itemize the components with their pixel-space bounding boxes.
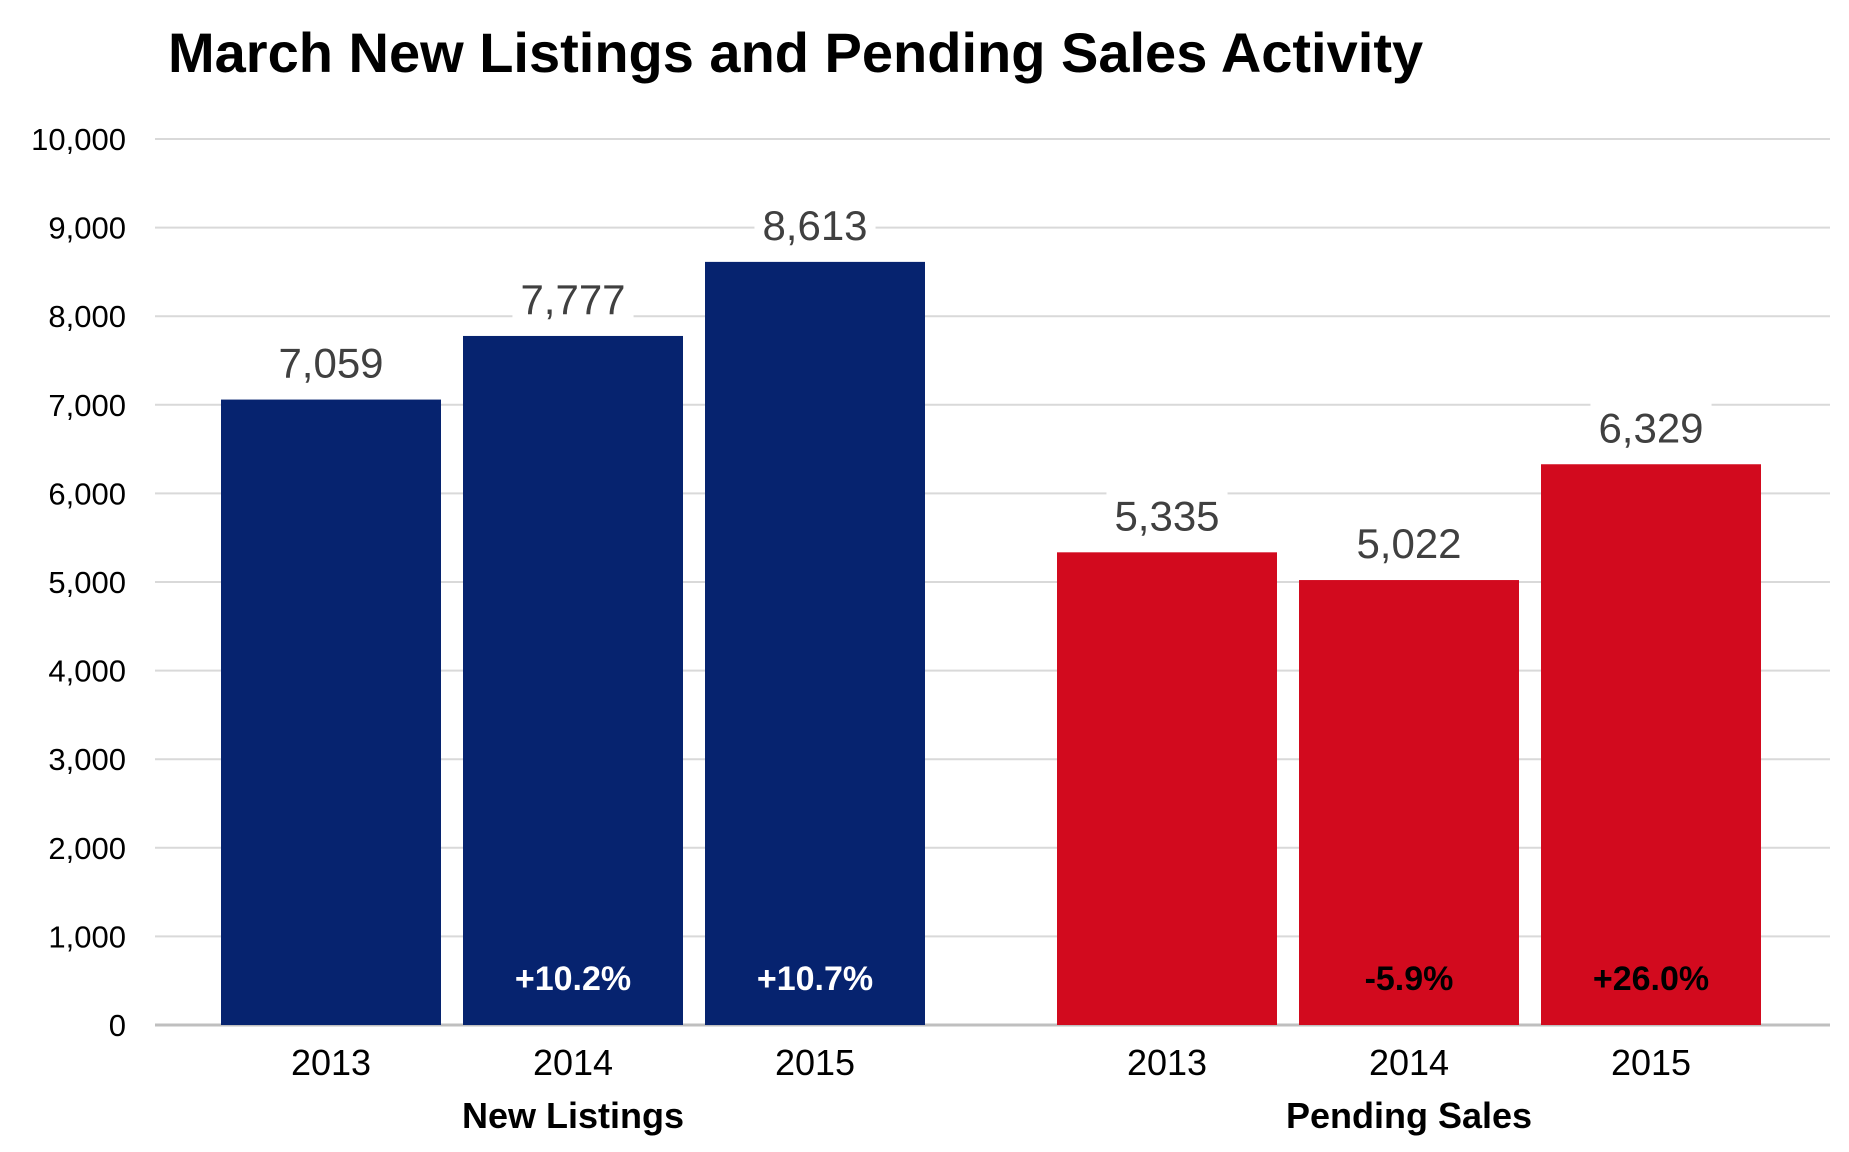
data-label: 5,022 [1356, 520, 1461, 567]
y-tick-label: 2,000 [48, 831, 126, 866]
x-tick-label: 2014 [1369, 1042, 1449, 1083]
y-tick-label: 10,000 [31, 122, 126, 157]
bar-new-listings-2015 [705, 261, 925, 1026]
bar-new-listings-2014 [463, 335, 683, 1026]
data-label: 5,335 [1114, 492, 1219, 539]
data-label: 6,329 [1598, 404, 1703, 451]
x-tick-label: 2015 [1611, 1042, 1691, 1083]
data-label-background [1348, 518, 1470, 570]
y-tick-label: 8,000 [48, 299, 126, 334]
y-tick-label: 9,000 [48, 211, 126, 246]
data-label-background [270, 337, 392, 389]
bar-pending-sales-2015 [1541, 464, 1761, 1025]
bar-new-listings-2013 [221, 399, 441, 1025]
data-label: 7,777 [520, 276, 625, 323]
y-tick-label: 7,000 [48, 388, 126, 423]
data-label-background [1106, 490, 1228, 542]
x-tick-label: 2013 [1127, 1042, 1207, 1083]
y-tick-label: 0 [109, 1008, 126, 1043]
data-label: 7,059 [278, 340, 383, 387]
change-label: -5.9% [1365, 960, 1454, 998]
y-tick-label: 1,000 [48, 919, 126, 954]
data-label: 8,613 [762, 202, 867, 249]
x-tick-label: 2015 [775, 1042, 855, 1083]
bar-labels: 7,059 7,777 +10.2% 8,613 +10.7% 5,335 5,022 -5.… [270, 199, 1712, 998]
x-tick-label: 2014 [533, 1042, 613, 1083]
data-label-background [1590, 402, 1712, 454]
y-axis-ticks: 0 1,000 2,000 3,000 4,000 5,000 6,000 7,000 8,00… [31, 122, 126, 1043]
bars [221, 261, 1761, 1026]
y-tick-label: 3,000 [48, 742, 126, 777]
data-label-background [754, 199, 876, 251]
chart-title: March New Listings and Pending Sales Act… [168, 21, 1423, 84]
x-tick-label: 2013 [291, 1042, 371, 1083]
y-tick-label: 5,000 [48, 565, 126, 600]
data-label-background [512, 273, 634, 325]
y-tick-label: 6,000 [48, 476, 126, 511]
bar-pending-sales-2013 [1057, 552, 1277, 1025]
bar-pending-sales-2014 [1299, 580, 1519, 1025]
change-label: +10.2% [515, 960, 631, 998]
change-label: +10.7% [757, 960, 873, 998]
y-tick-label: 4,000 [48, 654, 126, 689]
change-label: +26.0% [1593, 960, 1709, 998]
x-axis-ticks: 2013 2014 2015 New Listings 2013 2014 2015 Pend… [291, 1042, 1691, 1136]
group-label: Pending Sales [1286, 1095, 1532, 1136]
group-label: New Listings [462, 1095, 684, 1136]
